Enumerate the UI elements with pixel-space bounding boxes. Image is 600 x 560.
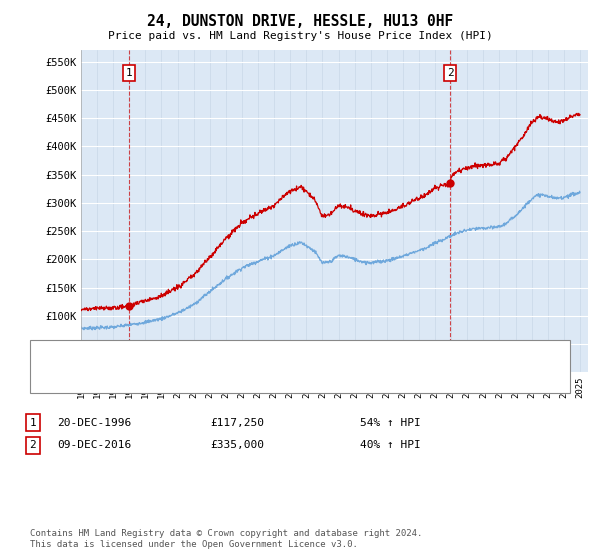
Text: £117,250: £117,250 bbox=[210, 418, 264, 428]
Text: £335,000: £335,000 bbox=[210, 440, 264, 450]
Text: HPI: Average price, detached house, East Riding of Yorkshire: HPI: Average price, detached house, East… bbox=[81, 373, 456, 383]
Text: 1: 1 bbox=[29, 418, 37, 428]
Text: 09-DEC-2016: 09-DEC-2016 bbox=[57, 440, 131, 450]
Text: 1: 1 bbox=[125, 68, 132, 78]
Text: 2: 2 bbox=[29, 440, 37, 450]
Text: 24, DUNSTON DRIVE, HESSLE, HU13 0HF (detached house): 24, DUNSTON DRIVE, HESSLE, HU13 0HF (det… bbox=[81, 350, 406, 360]
Text: Price paid vs. HM Land Registry's House Price Index (HPI): Price paid vs. HM Land Registry's House … bbox=[107, 31, 493, 41]
Text: 54% ↑ HPI: 54% ↑ HPI bbox=[360, 418, 421, 428]
Text: 2: 2 bbox=[447, 68, 454, 78]
Text: 24, DUNSTON DRIVE, HESSLE, HU13 0HF: 24, DUNSTON DRIVE, HESSLE, HU13 0HF bbox=[147, 14, 453, 29]
Text: Contains HM Land Registry data © Crown copyright and database right 2024.
This d: Contains HM Land Registry data © Crown c… bbox=[30, 529, 422, 549]
Text: 40% ↑ HPI: 40% ↑ HPI bbox=[360, 440, 421, 450]
Text: 20-DEC-1996: 20-DEC-1996 bbox=[57, 418, 131, 428]
